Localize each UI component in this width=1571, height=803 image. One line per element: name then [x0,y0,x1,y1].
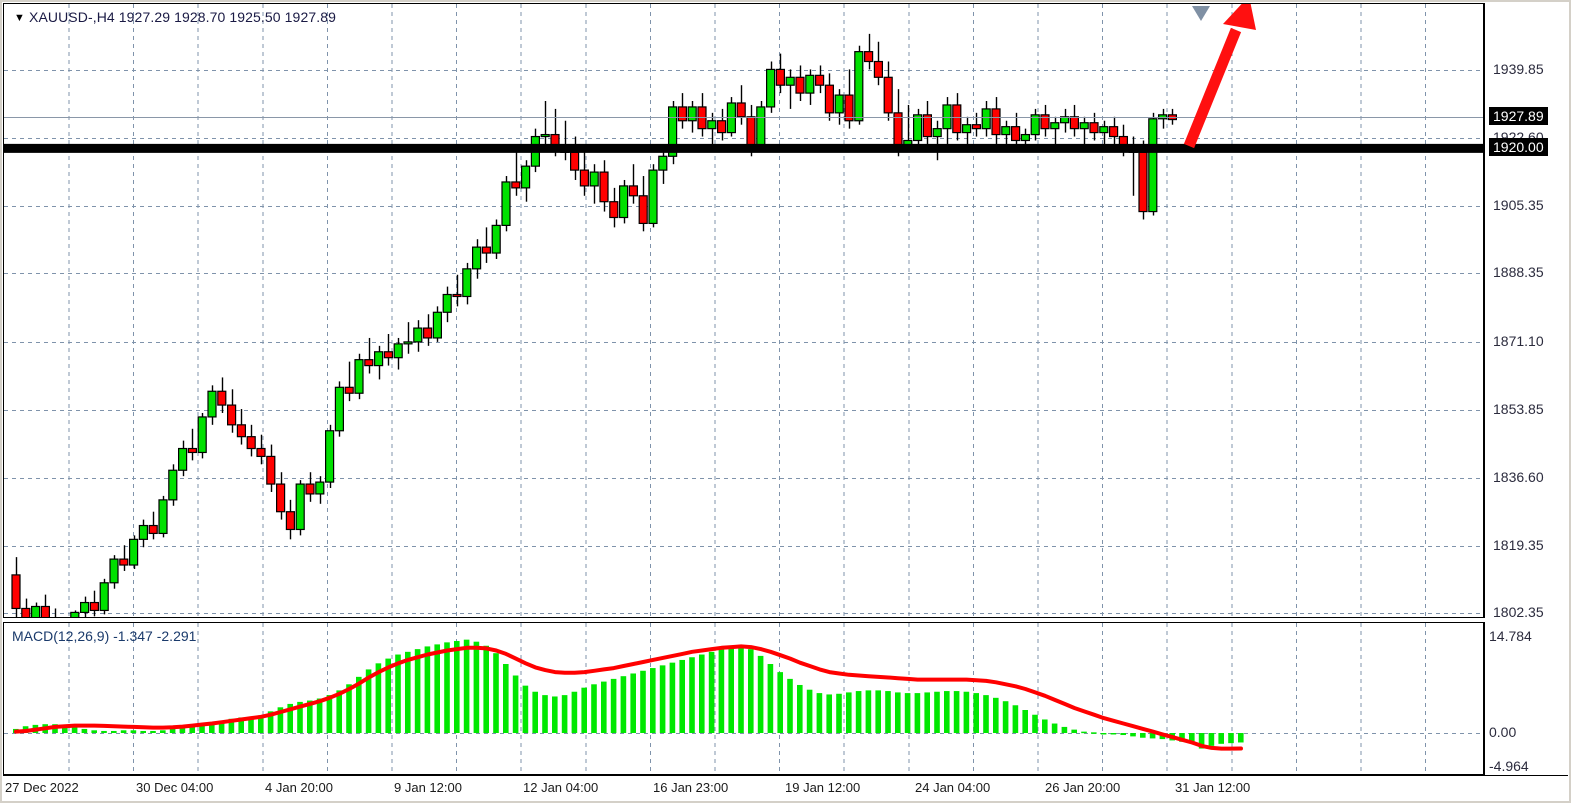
macd-axis-label: 0.00 [1489,724,1517,740]
price-axis-label: 1836.60 [1493,468,1544,485]
price-axis-label: 1802.35 [1493,604,1544,620]
price-axis-label: 1819.35 [1493,536,1544,553]
time-axis-label: 26 Jan 20:00 [1045,780,1121,795]
macd-axis-label: -4.964 [1489,758,1529,774]
price-axis-label-highlighted: 1920.00 [1489,138,1548,157]
time-axis-label: 27 Dec 2022 [5,780,79,795]
time-axis-label: 24 Jan 04:00 [915,780,991,795]
price-axis-label-highlighted: 1927.89 [1489,107,1548,126]
time-axis-label: 16 Jan 23:00 [653,780,729,795]
price-axis-label: 1888.35 [1493,264,1544,281]
price-axis-label: 1871.10 [1493,332,1544,349]
price-axis[interactable]: 1939.85 1927.89 1922.60 1920.00 1905.35 1888.… [1484,3,1568,620]
macd-indicator-pane[interactable]: MACD(12,26,9) -1.347 -2.291 [3,622,1484,775]
macd-axis[interactable]: 14.784 0.00 -4.964 [1484,622,1568,775]
time-axis-label: 19 Jan 12:00 [785,780,861,795]
triangle-down-icon[interactable]: ▼ [14,12,25,24]
chart-header: ▼ XAUUSD-,H4 1927.29 1928.70 1925.50 1927… [14,9,336,25]
price-chart-canvas[interactable] [4,4,1483,617]
price-axis-label: 1905.35 [1493,197,1544,214]
price-axis-label: 1939.85 [1493,61,1544,77]
macd-chart-canvas[interactable] [4,623,1483,774]
time-axis[interactable]: 27 Dec 2022 30 Dec 04:00 4 Jan 20:00 9 Jan … [3,775,1568,801]
time-axis-label: 30 Dec 04:00 [136,780,214,795]
time-axis-label: 12 Jan 04:00 [523,780,599,795]
price-axis-label: 1853.85 [1493,400,1544,417]
price-chart-pane[interactable]: ▼ XAUUSD-,H4 1927.29 1928.70 1925.50 1927… [3,3,1484,618]
macd-label: MACD(12,26,9) -1.347 -2.291 [12,628,197,644]
time-axis-label: 9 Jan 12:00 [394,780,462,795]
symbol-ohlc-label: XAUUSD-,H4 1927.29 1928.70 1925.50 1927.… [29,9,336,25]
time-axis-label: 4 Jan 20:00 [265,780,333,795]
macd-axis-label: 14.784 [1489,628,1532,644]
time-axis-label: 31 Jan 12:00 [1175,780,1251,795]
